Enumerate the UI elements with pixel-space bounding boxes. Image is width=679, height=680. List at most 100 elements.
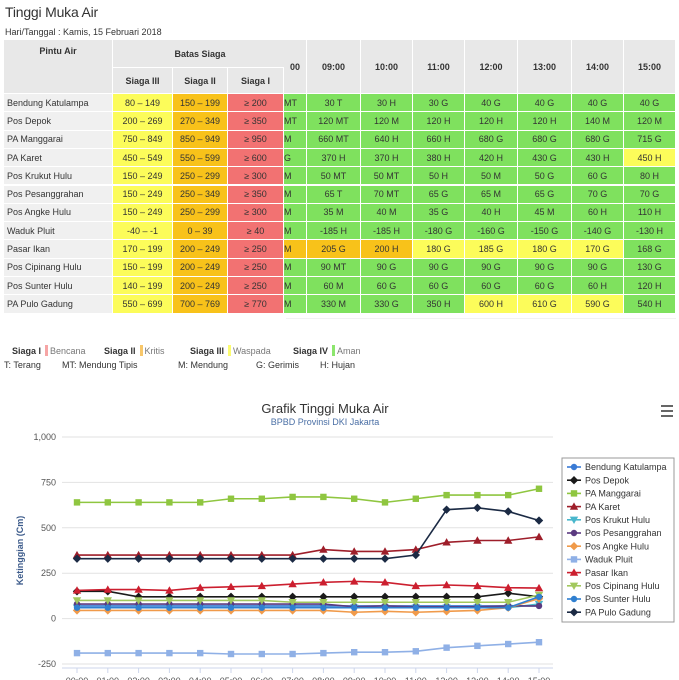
legend-key: Siaga IV <box>293 345 329 356</box>
hamburger-menu-icon[interactable] <box>661 405 673 417</box>
data-point <box>411 581 420 590</box>
reading-cell: 370 H <box>361 148 413 168</box>
data-point <box>258 495 265 502</box>
reading-cell: 45 M <box>518 203 572 223</box>
reading-cell: 120 MT <box>307 112 361 131</box>
chart-legend-label: Pasar Ikan <box>585 568 628 578</box>
abbreviation: G: Gerimis <box>256 360 300 370</box>
header-time-col: 10:00 <box>361 40 413 94</box>
reading-cell: 680 G <box>518 130 572 149</box>
legend-swatch <box>45 345 49 356</box>
data-point <box>350 577 359 585</box>
siaga-ii-cell: 200 – 249 <box>173 240 228 259</box>
data-point <box>412 495 419 502</box>
chart-legend-box <box>561 457 675 623</box>
siaga-i-cell: ≥ 950 <box>228 130 284 149</box>
siaga-iii-cell: 450 – 549 <box>113 148 173 168</box>
reading-cell: -185 H <box>307 222 361 241</box>
data-point <box>135 604 142 611</box>
series-line <box>77 536 540 556</box>
data-point <box>569 476 579 485</box>
reading-cell: 120 H <box>518 112 572 131</box>
reading-cell: 65 T <box>307 185 361 204</box>
data-point <box>380 547 390 555</box>
reading-cell: 120 M <box>624 112 676 131</box>
reading-cell: MT <box>284 112 307 131</box>
data-point <box>412 648 419 655</box>
data-point <box>443 604 450 611</box>
header-time-col: 15:00 <box>624 40 676 94</box>
siaga-iii-cell: 150 – 249 <box>113 203 173 223</box>
data-point <box>288 579 297 588</box>
table-row-label: Pos Cipinang Hulu <box>4 258 113 277</box>
reading-cell: 660 MT <box>307 130 361 149</box>
data-point <box>381 648 389 656</box>
data-point <box>535 593 543 601</box>
data-point <box>504 599 513 607</box>
siaga-i-cell: ≥ 350 <box>228 112 284 131</box>
abbreviation: MT: Mendung Tipis <box>62 360 138 370</box>
data-point <box>380 554 390 563</box>
data-point <box>196 583 205 591</box>
y-tick-label: 500 <box>41 523 56 533</box>
reading-cell: 60 G <box>518 277 572 296</box>
siaga-iii-cell: 80 – 149 <box>113 94 173 113</box>
series-line <box>77 603 539 608</box>
data-point <box>569 516 579 524</box>
reading-cell: 660 H <box>413 130 465 149</box>
data-point <box>473 536 482 544</box>
reading-cell: 180 G <box>518 240 572 259</box>
reading-cell: 90 G <box>361 258 413 277</box>
header-siaga-col: Siaga I <box>228 68 284 94</box>
reading-cell: 60 G <box>361 277 413 296</box>
siaga-i-cell: ≥ 770 <box>228 295 284 314</box>
data-point <box>134 554 143 563</box>
siaga-iii-cell: 150 – 249 <box>113 167 173 186</box>
reading-cell: 50 H <box>413 167 465 186</box>
data-point <box>104 499 111 506</box>
reading-cell: 40 H <box>465 203 518 223</box>
table-scrollbar[interactable]: ◂▸ <box>286 317 676 319</box>
siaga-ii-cell: 250 – 349 <box>173 185 228 204</box>
reading-cell: -130 H <box>624 222 676 241</box>
x-tick-label: 03:00 <box>158 676 181 680</box>
reading-cell: 90 G <box>413 258 465 277</box>
data-point <box>350 547 359 555</box>
reading-cell: 60 G <box>572 167 624 186</box>
siaga-iii-cell: 150 – 249 <box>113 185 173 204</box>
reading-cell: 140 M <box>572 112 624 131</box>
data-point <box>505 491 512 499</box>
legend-swatch <box>139 345 143 356</box>
data-point <box>257 554 266 563</box>
reading-cell: M <box>284 258 307 277</box>
siaga-i-cell: ≥ 300 <box>228 203 284 223</box>
reading-cell: 90 G <box>465 258 518 277</box>
reading-cell: 65 G <box>518 185 572 204</box>
data-point <box>134 585 143 593</box>
data-point <box>227 495 235 502</box>
siaga-i-cell: ≥ 250 <box>228 277 284 296</box>
data-point <box>380 592 390 602</box>
reading-cell: 30 H <box>361 94 413 113</box>
reading-cell: 40 M <box>361 203 413 223</box>
reading-cell: 120 M <box>361 112 413 131</box>
data-point <box>73 649 81 657</box>
siaga-ii-cell: 700 – 769 <box>173 295 228 314</box>
x-tick-label: 02:00 <box>127 676 150 680</box>
data-point <box>226 592 236 602</box>
reading-cell: 600 H <box>465 295 518 314</box>
data-point <box>411 599 420 607</box>
data-point <box>288 599 297 607</box>
data-point <box>380 599 390 607</box>
siaga-i-cell: ≥ 600 <box>228 148 284 168</box>
data-point <box>473 581 482 590</box>
reading-cell: 60 H <box>572 203 624 223</box>
chart-legend-label: Pos Angke Hulu <box>585 541 649 551</box>
data-point <box>412 604 419 611</box>
reading-cell: 70 G <box>572 185 624 204</box>
data-point <box>165 586 174 594</box>
chart-legend-label: PA Manggarai <box>585 489 641 499</box>
reading-cell: M <box>284 167 307 186</box>
data-point <box>197 499 204 506</box>
